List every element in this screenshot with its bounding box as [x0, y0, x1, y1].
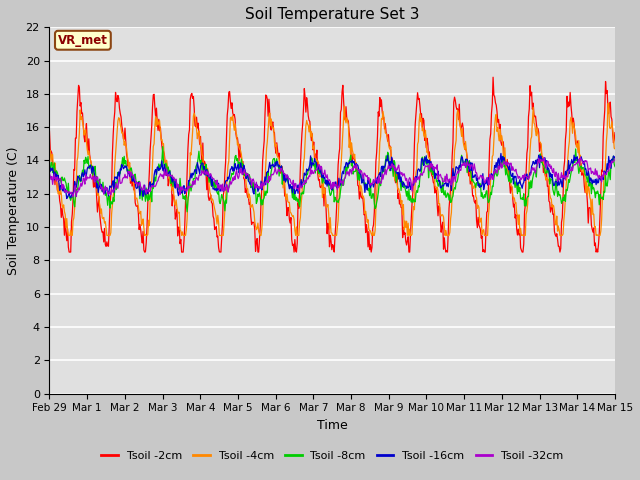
- Tsoil -16cm: [56, 187, 63, 193]
- Tsoil -4cm: [202, 168, 210, 174]
- Line: Tsoil -4cm: Tsoil -4cm: [49, 103, 615, 235]
- Tsoil -4cm: [611, 146, 619, 152]
- Tsoil -4cm: [172, 197, 180, 203]
- Tsoil -2cm: [402, 238, 410, 244]
- Tsoil -8cm: [56, 178, 63, 183]
- Tsoil -8cm: [419, 161, 427, 167]
- Tsoil -32cm: [577, 155, 584, 160]
- Legend: Tsoil -2cm, Tsoil -4cm, Tsoil -8cm, Tsoil -16cm, Tsoil -32cm: Tsoil -2cm, Tsoil -4cm, Tsoil -8cm, Tsoi…: [97, 447, 568, 466]
- Tsoil -8cm: [159, 144, 166, 149]
- Tsoil -2cm: [202, 170, 210, 176]
- Tsoil -16cm: [497, 151, 505, 156]
- Tsoil -2cm: [172, 212, 180, 217]
- Line: Tsoil -2cm: Tsoil -2cm: [49, 77, 615, 252]
- Tsoil -32cm: [172, 176, 180, 182]
- Title: Soil Temperature Set 3: Soil Temperature Set 3: [245, 7, 419, 22]
- Tsoil -16cm: [45, 164, 53, 169]
- X-axis label: Time: Time: [317, 419, 348, 432]
- Tsoil -8cm: [203, 173, 211, 179]
- Tsoil -8cm: [611, 164, 619, 169]
- Tsoil -4cm: [56, 192, 63, 198]
- Tsoil -4cm: [419, 128, 426, 133]
- Tsoil -2cm: [56, 198, 63, 204]
- Tsoil -2cm: [419, 124, 426, 130]
- Tsoil -8cm: [183, 209, 191, 215]
- Line: Tsoil -32cm: Tsoil -32cm: [49, 157, 615, 197]
- Tsoil -2cm: [489, 74, 497, 80]
- Tsoil -8cm: [45, 170, 53, 176]
- Tsoil -2cm: [65, 249, 73, 255]
- Tsoil -32cm: [202, 172, 210, 178]
- Tsoil -8cm: [172, 180, 180, 185]
- Tsoil -16cm: [63, 196, 70, 202]
- Tsoil -16cm: [402, 183, 410, 189]
- Tsoil -32cm: [56, 176, 63, 182]
- Tsoil -2cm: [45, 129, 53, 134]
- Tsoil -4cm: [115, 115, 122, 120]
- Tsoil -32cm: [69, 194, 77, 200]
- Tsoil -4cm: [605, 100, 612, 106]
- Line: Tsoil -8cm: Tsoil -8cm: [49, 146, 615, 212]
- Line: Tsoil -16cm: Tsoil -16cm: [49, 154, 615, 199]
- Tsoil -16cm: [419, 156, 426, 161]
- Tsoil -4cm: [45, 151, 53, 157]
- Tsoil -16cm: [115, 169, 122, 175]
- Tsoil -8cm: [403, 193, 410, 199]
- Tsoil -2cm: [115, 96, 122, 101]
- Tsoil -8cm: [114, 169, 122, 175]
- Tsoil -32cm: [115, 178, 122, 183]
- Tsoil -32cm: [611, 156, 619, 162]
- Y-axis label: Soil Temperature (C): Soil Temperature (C): [7, 146, 20, 275]
- Tsoil -4cm: [402, 225, 410, 230]
- Tsoil -16cm: [611, 156, 619, 161]
- Tsoil -32cm: [402, 178, 410, 183]
- Tsoil -4cm: [65, 232, 72, 238]
- Tsoil -16cm: [172, 177, 180, 183]
- Tsoil -2cm: [611, 130, 619, 135]
- Tsoil -16cm: [202, 168, 210, 173]
- Text: VR_met: VR_met: [58, 34, 108, 47]
- Tsoil -32cm: [45, 170, 53, 176]
- Tsoil -32cm: [419, 172, 426, 178]
